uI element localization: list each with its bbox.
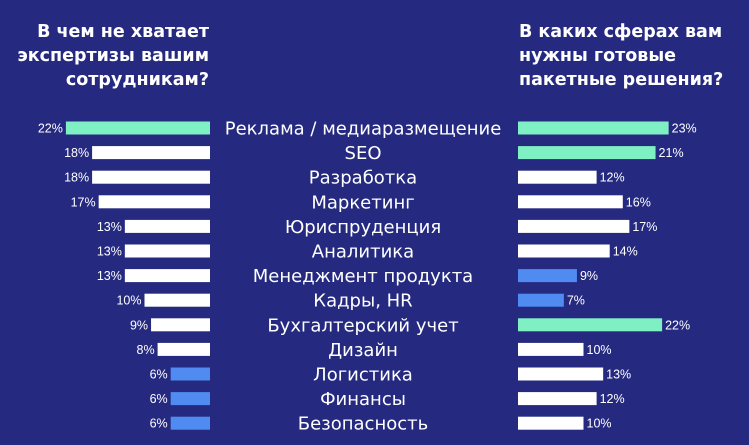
category-label: Безопасность <box>298 414 428 435</box>
left-value-label: 13% <box>97 245 122 259</box>
left-value-label: 6% <box>150 417 168 431</box>
right-bar <box>518 318 663 332</box>
right-bar <box>518 367 604 381</box>
right-value-label: 14% <box>613 245 638 259</box>
category-label: Аналитика <box>312 242 414 263</box>
right-value-label: 9% <box>580 269 598 283</box>
right-bar <box>518 293 564 307</box>
left-value-label: 13% <box>97 269 122 283</box>
left-value-label: 6% <box>150 392 168 406</box>
category-label: Разработка <box>309 168 417 189</box>
category-label: Маркетинг <box>311 192 414 213</box>
left-bar <box>170 416 210 430</box>
left-bar <box>170 392 210 406</box>
right-value-label: 23% <box>672 122 697 136</box>
category-label: Реклама / медиаразмещение <box>225 119 502 140</box>
category-label: Бухгалтерский учет <box>267 315 458 336</box>
left-value-label: 18% <box>64 146 89 160</box>
right-bar <box>518 392 597 406</box>
right-value-label: 21% <box>659 146 684 160</box>
category-label: Кадры, HR <box>313 291 412 312</box>
category-label: Финансы <box>320 389 406 410</box>
right-value-label: 16% <box>626 195 651 209</box>
left-bar <box>157 342 210 356</box>
category-label: SEO <box>345 143 382 164</box>
left-value-label: 10% <box>116 294 141 308</box>
left-bar <box>98 195 210 209</box>
right-bar <box>518 121 669 135</box>
left-bar <box>65 121 211 135</box>
right-value-label: 22% <box>665 318 690 332</box>
left-value-label: 17% <box>71 195 96 209</box>
category-label: Менеджмент продукта <box>253 266 473 287</box>
left-bar <box>144 293 210 307</box>
left-bar <box>124 219 210 233</box>
left-question-title: В чем не хватает экспертизы вашим сотруд… <box>17 22 209 90</box>
left-value-label: 8% <box>137 343 155 357</box>
category-label: Логистика <box>313 365 413 386</box>
left-bar <box>92 146 210 160</box>
right-value-label: 10% <box>587 343 612 357</box>
left-value-label: 22% <box>38 122 63 136</box>
right-bar <box>518 195 623 209</box>
category-label: Юриспруденция <box>285 217 441 238</box>
right-bar <box>518 342 584 356</box>
left-value-label: 9% <box>130 318 148 332</box>
right-value-label: 12% <box>600 171 625 185</box>
right-value-label: 17% <box>632 220 657 234</box>
right-value-label: 12% <box>600 392 625 406</box>
left-value-label: 6% <box>150 368 168 382</box>
right-bar <box>518 146 656 160</box>
right-value-label: 10% <box>587 417 612 431</box>
right-bar <box>518 244 610 258</box>
left-value-label: 18% <box>64 171 89 185</box>
left-bar <box>170 367 210 381</box>
category-label: Дизайн <box>328 340 398 361</box>
right-value-label: 7% <box>567 294 585 308</box>
left-bar <box>124 244 210 258</box>
right-bar <box>518 269 577 283</box>
right-value-label: 13% <box>606 368 631 382</box>
left-bar <box>92 170 210 184</box>
right-bar <box>518 219 630 233</box>
left-bar <box>124 269 210 283</box>
left-value-label: 13% <box>97 220 122 234</box>
left-bar <box>151 318 210 332</box>
right-bar <box>518 416 584 430</box>
right-question-title: В каких сферах вам нужны готовые пакетны… <box>519 22 724 90</box>
right-bar <box>518 170 597 184</box>
